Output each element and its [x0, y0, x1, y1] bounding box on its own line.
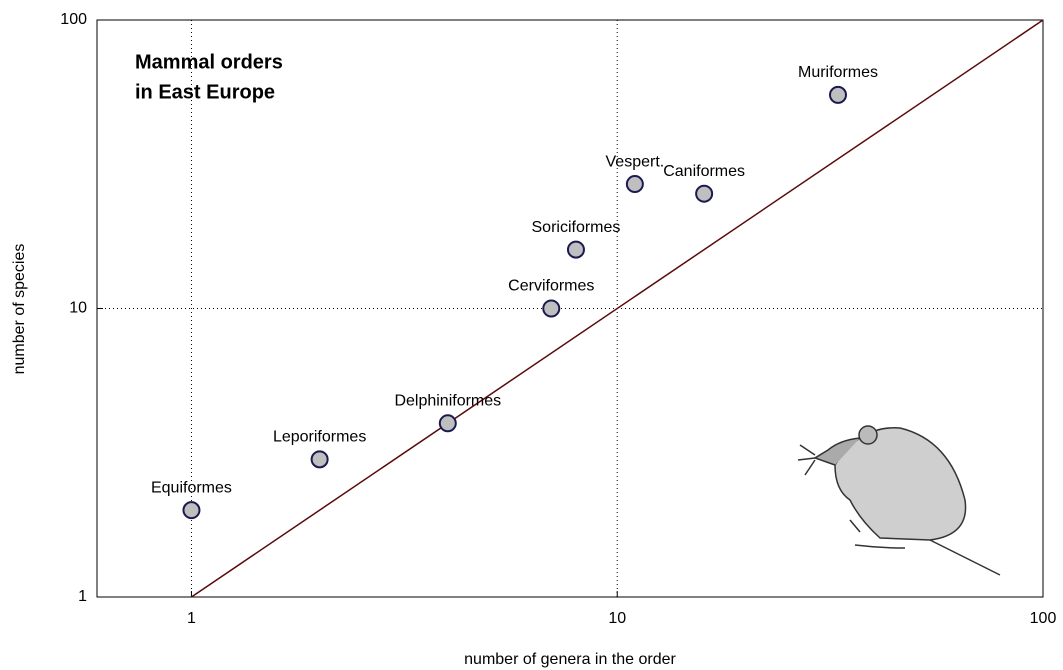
chart: Mammal orders in East Europe number of g…	[0, 0, 1063, 670]
y-tick-label: 1	[78, 588, 87, 605]
y-tick-label: 10	[69, 300, 87, 317]
mouse-illustration	[798, 426, 1000, 575]
chart-title: Mammal orders	[135, 51, 283, 73]
point-label: Vespert.	[606, 153, 665, 170]
chart-title: in East Europe	[135, 81, 275, 103]
x-axis-title: number of genera in the order	[464, 651, 676, 668]
point	[183, 502, 199, 518]
y-axis-title: number of species	[11, 244, 28, 375]
point	[696, 186, 712, 202]
point-label: Equiformes	[151, 479, 232, 496]
point	[830, 87, 846, 103]
point	[627, 176, 643, 192]
y-tick-label: 100	[60, 11, 87, 28]
point-label: Soriciformes	[532, 219, 621, 236]
point	[312, 451, 328, 467]
point-label: Cerviformes	[508, 278, 594, 295]
point	[568, 242, 584, 258]
x-tick-label: 10	[608, 610, 626, 627]
x-tick-label: 1	[187, 610, 196, 627]
point	[440, 415, 456, 431]
point-label: Caniformes	[663, 163, 745, 180]
point-label: Delphiniformes	[394, 393, 501, 410]
x-tick-label: 100	[1030, 610, 1057, 627]
point-label: Leporiformes	[273, 429, 366, 446]
point	[543, 301, 559, 317]
point-label: Muriformes	[798, 64, 878, 81]
